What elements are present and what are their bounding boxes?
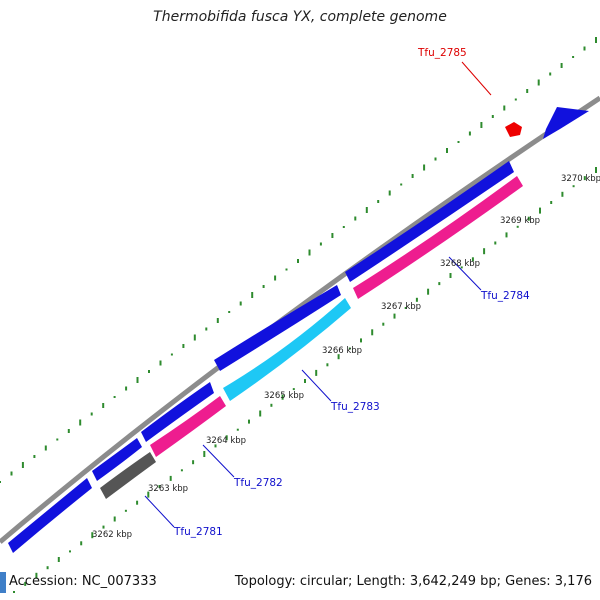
leader-line-tfu-2785 (461, 61, 492, 96)
gene-label-tfu-2785[interactable]: Tfu_2785 (417, 47, 467, 59)
gene-label-tfu-2782[interactable]: Tfu_2782 (233, 477, 283, 489)
cds-arrow-forward[interactable] (92, 438, 142, 481)
scale-label-3269: 3269 kbp (500, 216, 540, 226)
map-title: Thermobifida fusca YX, complete genome (153, 9, 447, 25)
leader-line-tfu-2782 (202, 444, 235, 478)
scale-label-3265: 3265 kbp (264, 391, 304, 401)
red-pentagon-marker-icon[interactable] (505, 122, 522, 137)
cds-arrow-tfu-2782[interactable] (150, 396, 226, 457)
scale-label-3267: 3267 kbp (381, 302, 421, 312)
cds-arrow-forward[interactable] (543, 107, 589, 139)
leader-line-tfu-2784 (448, 256, 482, 291)
gc-content-track-inner (13, 167, 597, 593)
gc-content-track-outer (0, 37, 597, 483)
accession-text: Accession: NC_007333 (9, 574, 157, 589)
cds-arrow-tfu-2783[interactable] (223, 298, 351, 401)
leader-line-tfu-2781 (144, 495, 175, 528)
cds-arrow-forward[interactable] (141, 382, 214, 442)
scale-label-3262: 3262 kbp (92, 530, 132, 540)
gene-label-tfu-2783[interactable]: Tfu_2783 (330, 401, 380, 413)
cds-arrow-tfu-2781[interactable] (100, 452, 156, 499)
scale-label-3264: 3264 kbp (206, 436, 246, 446)
gene-label-tfu-2784[interactable]: Tfu_2784 (480, 290, 530, 302)
cds-arrow-forward[interactable] (8, 478, 92, 553)
scale-label-3268: 3268 kbp (440, 259, 480, 269)
blue-corner-glyph-icon (0, 572, 6, 593)
scale-label-3266: 3266 kbp (322, 346, 362, 356)
gene-label-tfu-2781[interactable]: Tfu_2781 (173, 526, 223, 538)
leader-line-tfu-2783 (301, 369, 332, 402)
scale-label-3270: 3270 kbp (561, 174, 600, 184)
scale-label-3263: 3263 kbp (148, 484, 188, 494)
topology-summary-text: Topology: circular; Length: 3,642,249 bp… (234, 574, 592, 589)
cds-arrow-forward[interactable] (345, 161, 514, 282)
cds-arrow-forward[interactable] (214, 285, 341, 371)
cds-arrow-tfu-2784[interactable] (353, 176, 523, 299)
